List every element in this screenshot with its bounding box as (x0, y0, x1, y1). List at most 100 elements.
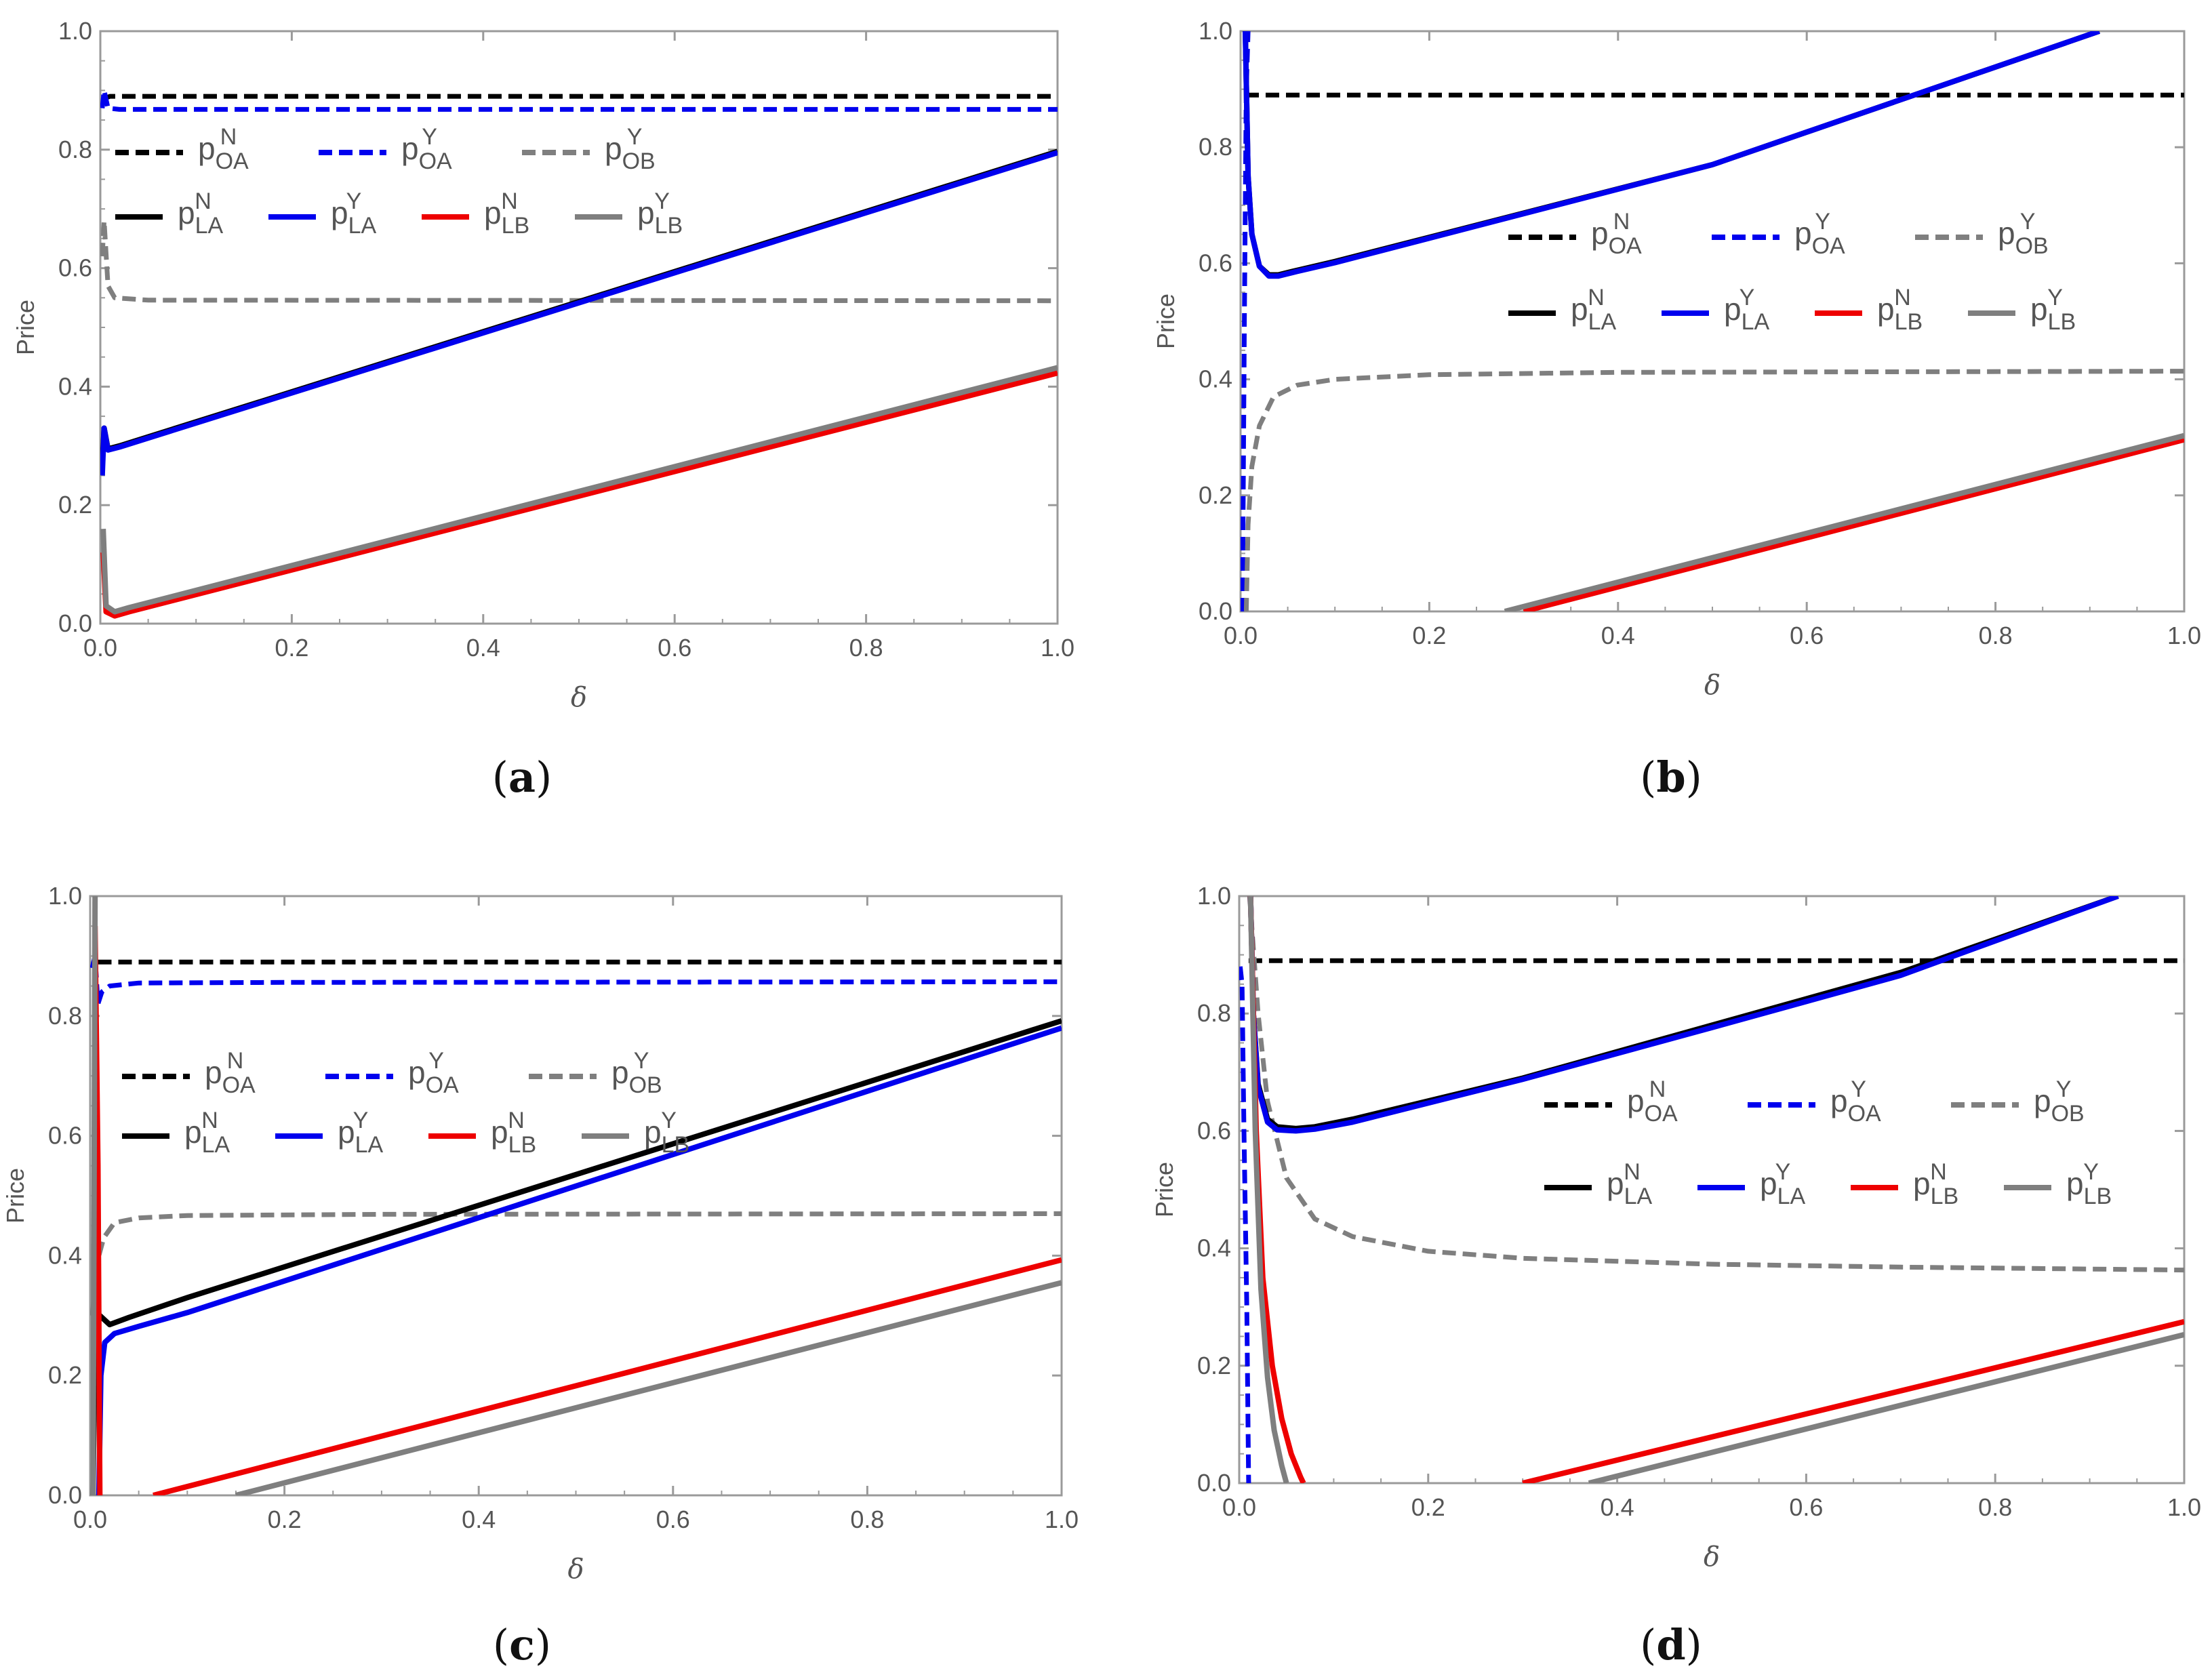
chart-panel-4: 0.0 0.2 0.4 0.6 0.8 1.0 0.0 0.2 0.4 0.6 0.8 1.0 Pric… (1150, 882, 2201, 1670)
x-axis-label: δ (567, 1554, 584, 1585)
plot-frame (99, 30, 1059, 625)
y-axis-label: Price (1, 1168, 29, 1224)
series-line-p-lb-y (235, 1280, 1062, 1495)
series-line-p-la-y (1247, 896, 2119, 1134)
legend-label-p-la-y: pLAY (1760, 1159, 1806, 1209)
series-line-p-oa-y (1239, 966, 1251, 1483)
legend-label-p-lb-n: pLBN (1913, 1159, 1958, 1209)
series-group (1241, 31, 2184, 611)
legend-label-p-oa-n: pOAN (205, 1048, 256, 1098)
legend-label-p-ob-y: pOBY (611, 1048, 662, 1098)
x-tick-label: 0.2 (275, 634, 308, 662)
x-tick-label: 0.8 (1979, 622, 2013, 649)
y-tick-label: 1.0 (48, 882, 82, 910)
y-tick-label: 1.0 (58, 17, 92, 45)
x-tick-label: 0.4 (466, 634, 500, 662)
x-tick-label: 0.0 (1224, 622, 1258, 649)
x-tick-label: 0.6 (1790, 622, 1824, 649)
x-tick-label: 0.6 (656, 1506, 690, 1533)
y-tick-label: 0.8 (1197, 999, 1231, 1027)
legend-label-p-oa-y: pOAY (1830, 1076, 1881, 1127)
series-line-p-oa-n (101, 94, 1058, 102)
y-tick-label: 0.0 (48, 1481, 82, 1509)
x-tick-label: 0.4 (1601, 622, 1635, 649)
x-tick-label: 1.0 (2167, 1493, 2201, 1521)
legend-label-p-ob-y: pOBY (2034, 1076, 2085, 1127)
series-line-p-lb-y (1504, 432, 2184, 611)
series-line-p-oa-y (100, 87, 1058, 112)
y-axis-label: Price (1150, 1162, 1178, 1217)
legend-label-p-oa-y: pOAY (401, 124, 452, 174)
panel-caption: (c) (493, 1620, 551, 1670)
series-line-p-lb-y (90, 896, 98, 1495)
legend-label-p-la-y: pLAY (1724, 285, 1770, 335)
x-tick-label: 0.8 (1978, 1493, 2012, 1521)
x-tick-label: 0.4 (1601, 1493, 1634, 1521)
y-tick-label: 0.4 (1199, 365, 1232, 393)
series-line-p-lb-y (1588, 1332, 2184, 1483)
series-line-p-lb-y (100, 365, 1058, 615)
legend-label-p-la-n: pLAN (184, 1108, 230, 1158)
y-axis-label: Price (1152, 294, 1180, 349)
y-tick-label: 0.4 (48, 1241, 82, 1269)
series-line-p-la-y (1243, 31, 2101, 279)
x-axis-label: δ (1704, 670, 1721, 701)
y-tick-label: 0.6 (58, 254, 92, 282)
series-line-p-la-n (1247, 896, 2119, 1131)
y-tick-label: 1.0 (1199, 17, 1232, 45)
x-tick-label: 0.4 (462, 1506, 496, 1533)
legend-label-p-la-n: pLAN (178, 188, 224, 239)
series-line-p-ob-y (100, 218, 1058, 304)
x-tick-label: 1.0 (1045, 1506, 1079, 1533)
legend-label-p-ob-y: pOBY (1998, 209, 2049, 259)
series-line-p-lb-n (1523, 437, 2184, 611)
x-axis-label: δ (571, 682, 587, 713)
legend: pOAN pOAY pOBY pLAN pLAY pLBN pLBY (1544, 1076, 2112, 1209)
x-tick-label: 0.2 (268, 1506, 302, 1533)
series-line-p-la-n (1243, 31, 2101, 278)
x-tick-label: 0.0 (83, 634, 117, 662)
x-tick-label: 0.8 (850, 1506, 884, 1533)
legend-label-p-la-y: pLAY (331, 188, 377, 239)
legend-label-p-oa-y: pOAY (408, 1048, 459, 1098)
x-tick-label: 0.2 (1412, 622, 1446, 649)
legend-label-p-ob-y: pOBY (605, 124, 656, 174)
legend: pOAN pOAY pOBY pLAN pLAY pLBN pLBY (1508, 209, 2076, 335)
x-tick-label: 0.8 (849, 634, 883, 662)
legend-label-p-oa-y: pOAY (1794, 209, 1845, 259)
series-group (90, 896, 1062, 1495)
series-line-p-ob-y (1247, 896, 2184, 1273)
chart-panel-1: 0.0 0.2 0.4 0.6 0.8 1.0 0.0 0.2 0.4 0.6 0.8 1.0 Pric… (12, 17, 1074, 802)
x-tick-label: 0.0 (73, 1506, 107, 1533)
series-group (100, 87, 1058, 619)
y-tick-label: 0.0 (1199, 597, 1232, 625)
x-tick-label: 0.6 (1789, 1493, 1823, 1521)
y-axis-label: Price (12, 300, 39, 355)
legend-label-p-oa-n: pOAN (1627, 1076, 1678, 1127)
series-line-p-lb-n (153, 1257, 1062, 1495)
legend-label-p-la-y: pLAY (338, 1108, 384, 1158)
y-tick-label: 1.0 (1197, 882, 1231, 910)
legend-label-p-lb-y: pLBY (2066, 1159, 2112, 1209)
series-line-p-ob-y (1243, 369, 2184, 611)
x-tick-label: 1.0 (2167, 622, 2201, 649)
y-tick-label: 0.8 (58, 136, 92, 163)
legend-label-p-oa-n: pOAN (1591, 209, 1642, 259)
legend-label-p-lb-n: pLBN (484, 188, 529, 239)
legend: pOAN pOAY pOBY pLAN pLAY pLBN pLBY (122, 1048, 689, 1158)
y-tick-label: 0.2 (1199, 481, 1232, 509)
legend-label-p-la-n: pLAN (1607, 1159, 1653, 1209)
chart-panel-3: 0.0 0.2 0.4 0.6 0.8 1.0 0.0 0.2 0.4 0.6 0.8 1.0 Pric… (1, 882, 1079, 1670)
legend: pOAN pOAY pOBY pLAN pLAY pLBN pLBY (115, 124, 683, 239)
legend-label-p-la-n: pLAN (1571, 285, 1617, 335)
y-tick-label: 0.6 (1199, 249, 1232, 277)
y-tick-label: 0.6 (48, 1122, 82, 1150)
y-tick-label: 0.8 (48, 1002, 82, 1030)
y-tick-label: 0.4 (1197, 1234, 1231, 1262)
series-line-p-la-y (100, 150, 1058, 476)
y-tick-label: 0.0 (58, 609, 92, 637)
y-tick-label: 0.2 (1197, 1352, 1231, 1379)
legend-label-p-lb-n: pLBN (1877, 285, 1923, 335)
panel-caption: (b) (1640, 752, 1702, 802)
